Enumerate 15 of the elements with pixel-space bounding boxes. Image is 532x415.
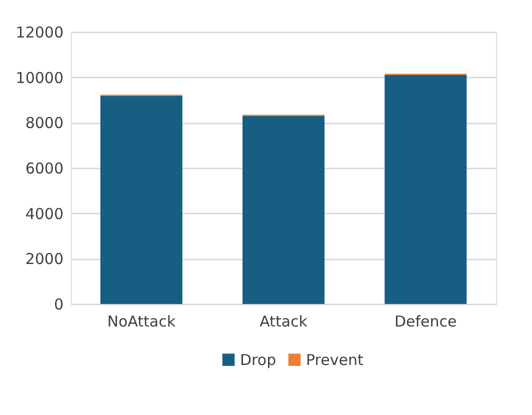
- x-tick-label: NoAttack: [107, 312, 176, 330]
- y-tick-label: 0: [54, 296, 64, 314]
- y-tick-label: 6000: [25, 160, 64, 178]
- y-tick-label: 10000: [16, 68, 64, 87]
- bar: [242, 116, 324, 304]
- bar: [384, 74, 467, 304]
- y-tick-label: 8000: [25, 114, 64, 132]
- y-tick-label: 4000: [25, 204, 64, 223]
- y-tick-label: 12000: [16, 24, 64, 42]
- legend-label: Drop: [240, 350, 276, 369]
- legend-label: Prevent: [306, 350, 364, 369]
- x-tick-label: Attack: [260, 312, 308, 330]
- y-tick-label: 2000: [25, 250, 64, 268]
- bar: [100, 96, 182, 304]
- x-tick-label: Defence: [394, 312, 457, 330]
